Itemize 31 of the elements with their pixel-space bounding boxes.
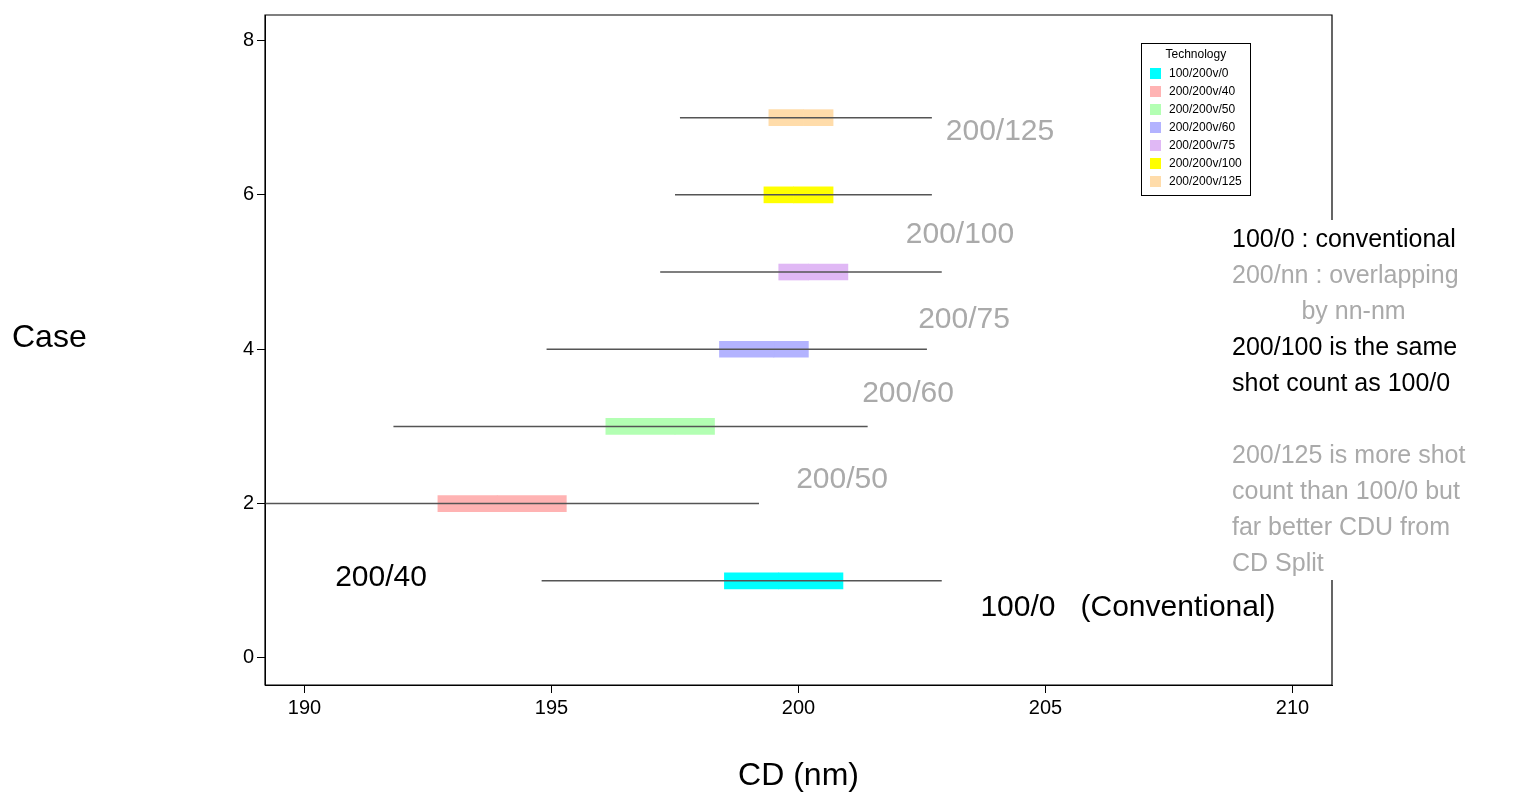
y-tick-label: 4 (242, 336, 254, 359)
legend-label: 200/200v/60 (1169, 120, 1236, 134)
legend-label: 100/200v/0 (1169, 66, 1229, 80)
y-tick-label: 6 (242, 182, 254, 205)
x-axis-title: CD (nm) (738, 755, 859, 792)
annotation: 200/100 is the same shot count as 100/0 (1232, 331, 1459, 398)
annotation: 200/125 is more shot count than 100/0 but far better CDU from CD Split (1232, 439, 1466, 578)
legend-label: 200/200v/40 (1169, 84, 1236, 98)
annotation: 200/125 (945, 113, 1055, 147)
annotation: 200/50 (796, 461, 888, 495)
annotation: 200/60 (862, 375, 954, 409)
legend-label: 200/200v/50 (1169, 102, 1236, 116)
annotation: 200/75 (918, 301, 1010, 335)
y-tick-label: 2 (242, 491, 254, 514)
x-tick-label: 190 (287, 695, 322, 718)
x-tick-label: 205 (1028, 695, 1063, 718)
y-tick-label: 8 (242, 27, 254, 50)
x-tick-label: 195 (534, 695, 569, 718)
annotation: 200/nn : overlapping by nn-nm (1232, 259, 1460, 326)
legend-title: Technology (1164, 47, 1228, 61)
legend-label: 200/200v/100 (1169, 156, 1242, 170)
x-tick-label: 200 (781, 695, 816, 718)
legend-label: 200/200v/75 (1169, 138, 1236, 152)
y-tick-label: 0 (242, 645, 254, 668)
x-tick-label: 210 (1275, 695, 1310, 718)
annotation: 100/0 : conventional (1232, 223, 1457, 254)
y-axis-title: Case (12, 318, 87, 355)
annotation: 200/40 (335, 559, 427, 593)
annotation: 200/100 (905, 216, 1015, 250)
legend-label: 200/200v/125 (1169, 174, 1242, 188)
annotation: 100/0 (Conventional) (980, 589, 1276, 623)
